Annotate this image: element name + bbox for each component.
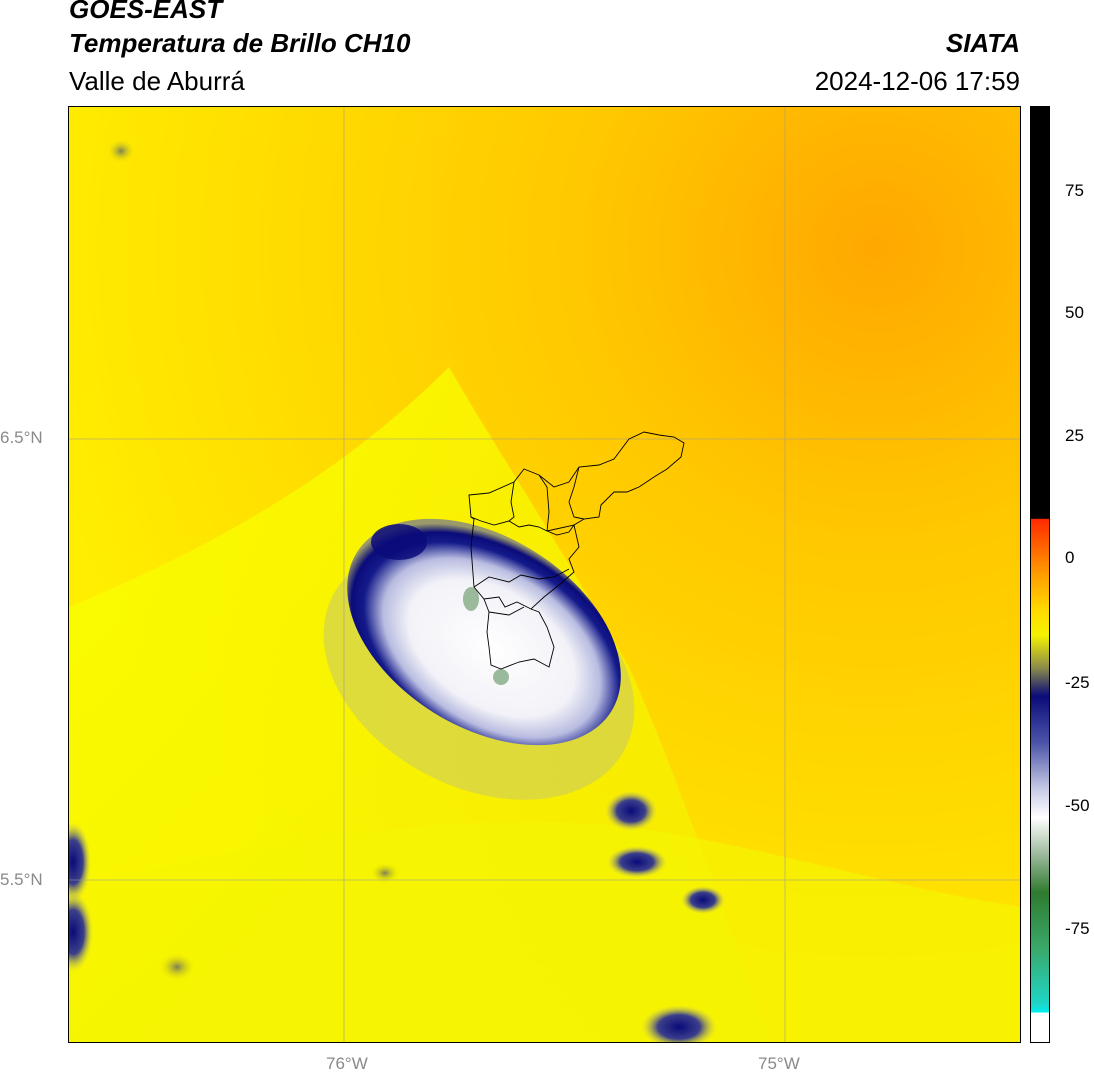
storm-cell [681,886,725,914]
map-gridlines [69,107,1020,1042]
storm-cell [607,846,667,878]
map-canvas [69,107,1020,1042]
colorbar-tick: -50 [1065,796,1090,815]
brightness-temperature-map[interactable] [68,106,1021,1043]
municipality-borders [468,431,685,670]
storm-cell [641,1005,717,1042]
colorbar-tick: 75 [1065,181,1084,200]
lat-tick-label: 5.5°N [0,870,43,889]
colorbar-tick: 50 [1065,303,1084,322]
southern-band [69,821,1020,1042]
timestamp-label: 2024-12-06 17:59 [814,66,1020,96]
storm-cell [69,822,91,902]
storm-cell [605,791,657,831]
green-spot [463,587,479,611]
convective-storm [347,518,621,746]
storm-cell [69,892,93,972]
green-spot [493,669,509,685]
satellite-title: GOES-EAST [69,0,223,24]
lon-tick-label: 76°W [326,1054,368,1073]
lat-tick-label: 6.5°N [0,428,43,447]
colorbar-tick: 25 [1065,426,1084,445]
colorbar-tick: 0 [1065,548,1075,567]
lon-tick-label: 75°W [758,1054,800,1073]
organization-label: SIATA [945,28,1020,58]
product-title: Temperatura de Brillo CH10 [69,28,411,58]
colorbar-gradient [1031,107,1049,1042]
grey-patch [371,863,399,883]
grey-patch [107,139,135,163]
colorbar-tick: -75 [1065,919,1090,938]
colorbar-canvas [1031,107,1049,1042]
grey-patch [159,953,195,981]
storm-tail [371,524,427,560]
temperature-colorbar [1030,106,1050,1043]
region-label: Valle de Aburrá [69,66,245,96]
colorbar-tick: -25 [1065,673,1090,692]
